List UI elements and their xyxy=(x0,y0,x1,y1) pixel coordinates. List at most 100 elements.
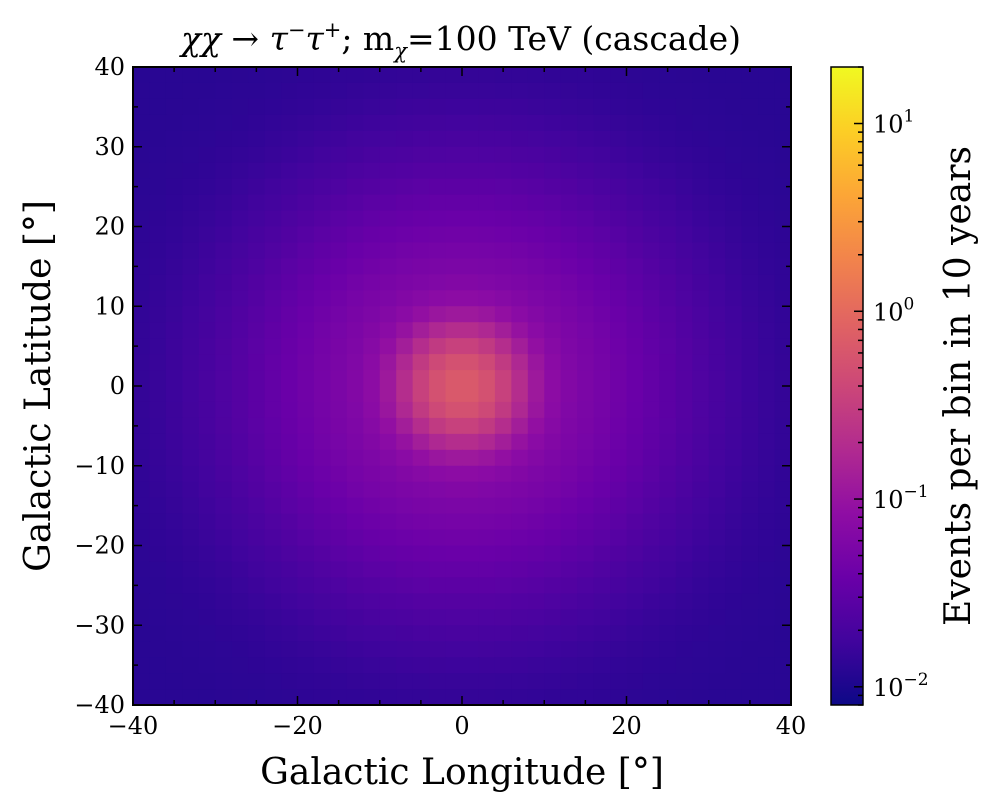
heatmap-cell xyxy=(379,497,397,515)
heatmap-cell xyxy=(708,178,726,196)
heatmap-cell xyxy=(560,82,578,100)
heatmap-cell xyxy=(330,673,348,690)
heatmap-cell xyxy=(478,130,496,148)
heatmap-cell xyxy=(758,114,776,132)
heatmap-cell xyxy=(445,689,463,706)
heatmap-cell xyxy=(708,529,726,547)
heatmap-cell xyxy=(363,67,381,84)
heatmap-cell xyxy=(133,609,151,626)
heatmap-cell xyxy=(577,673,595,690)
heatmap-cell xyxy=(330,529,348,547)
heatmap-cell xyxy=(527,338,545,355)
heatmap-cell xyxy=(313,689,331,706)
heatmap-cell xyxy=(297,545,315,563)
heatmap-cell xyxy=(133,465,151,483)
heatmap-cell xyxy=(741,178,759,196)
heatmap-cell xyxy=(215,67,233,84)
heatmap-cell xyxy=(692,561,710,578)
heatmap-cell xyxy=(593,386,611,403)
heatmap-cell xyxy=(626,338,644,355)
heatmap-cell xyxy=(560,625,578,642)
heatmap-cell xyxy=(182,162,200,180)
heatmap-cell xyxy=(527,625,545,642)
heatmap-cell xyxy=(231,178,249,196)
heatmap-cell xyxy=(363,210,381,228)
heatmap-cell xyxy=(462,513,480,531)
heatmap-cell xyxy=(248,657,266,674)
heatmap-cell xyxy=(725,561,743,578)
heatmap-cell xyxy=(346,354,364,371)
heatmap-cell xyxy=(346,689,364,706)
heatmap-cell xyxy=(478,386,496,403)
heatmap-cell xyxy=(708,322,726,339)
heatmap-cell xyxy=(544,162,562,180)
heatmap-cell xyxy=(165,593,183,610)
heatmap-cell xyxy=(610,82,628,100)
heatmap-cell xyxy=(577,513,595,531)
heatmap-cell xyxy=(133,529,151,547)
heatmap-cell xyxy=(708,274,726,291)
heatmap-cell xyxy=(165,242,183,259)
heatmap-cell xyxy=(626,673,644,690)
heatmap-cell xyxy=(610,513,628,531)
heatmap-cell xyxy=(379,274,397,291)
heatmap-cell xyxy=(412,577,430,594)
heatmap-cell xyxy=(560,210,578,228)
heatmap-cell xyxy=(527,274,545,291)
heatmap-cell xyxy=(626,689,644,706)
heatmap-cell xyxy=(725,162,743,180)
heatmap-cell xyxy=(330,513,348,531)
heatmap-cell xyxy=(198,577,216,594)
heatmap-cell xyxy=(182,609,200,626)
heatmap-cell xyxy=(379,146,397,164)
heatmap-cell xyxy=(346,322,364,339)
heatmap-cell xyxy=(494,130,512,148)
heatmap-cell xyxy=(774,641,792,658)
heatmap-cell xyxy=(412,290,430,307)
heatmap-cell xyxy=(692,481,710,499)
heatmap-cell xyxy=(494,146,512,164)
heatmap-cell xyxy=(692,609,710,626)
heatmap-cell xyxy=(675,210,693,228)
heatmap-cell xyxy=(560,386,578,403)
heatmap-cell xyxy=(659,130,677,148)
heatmap-cell xyxy=(445,194,463,212)
heatmap-cell xyxy=(659,497,677,515)
heatmap-cell xyxy=(758,226,776,244)
heatmap-cell xyxy=(346,545,364,563)
heatmap-cell xyxy=(445,114,463,132)
heatmap-cell xyxy=(462,593,480,610)
heatmap-cell xyxy=(494,609,512,626)
heatmap-cell xyxy=(462,338,480,355)
heatmap-cell xyxy=(313,513,331,531)
heatmap-cell xyxy=(429,98,447,116)
heatmap-cell xyxy=(560,513,578,531)
heatmap-cell xyxy=(346,290,364,307)
heatmap-cell xyxy=(462,322,480,339)
heatmap-cell xyxy=(675,146,693,164)
heatmap-cell xyxy=(725,433,743,451)
heatmap-cell xyxy=(313,146,331,164)
heatmap-cell xyxy=(264,401,282,419)
heatmap-cell xyxy=(708,98,726,116)
heatmap-cell xyxy=(774,67,792,84)
heatmap-cell xyxy=(626,130,644,148)
heatmap-cell xyxy=(560,178,578,196)
heatmap-cell xyxy=(412,689,430,706)
heatmap-cell xyxy=(396,290,414,307)
heatmap-cell xyxy=(363,689,381,706)
heatmap-cell xyxy=(725,481,743,499)
heatmap-cell xyxy=(313,401,331,419)
heatmap-cell xyxy=(412,210,430,228)
heatmap-cell xyxy=(445,657,463,674)
heatmap-cell xyxy=(149,481,167,499)
heatmap-cell xyxy=(774,242,792,259)
heatmap-cell xyxy=(198,657,216,674)
heatmap-cell xyxy=(494,242,512,259)
heatmap-cell xyxy=(297,529,315,547)
heatmap-cell xyxy=(429,513,447,531)
heatmap-cell xyxy=(297,114,315,132)
heatmap-cell xyxy=(741,322,759,339)
heatmap-cell xyxy=(725,641,743,658)
heatmap-cell xyxy=(264,114,282,132)
